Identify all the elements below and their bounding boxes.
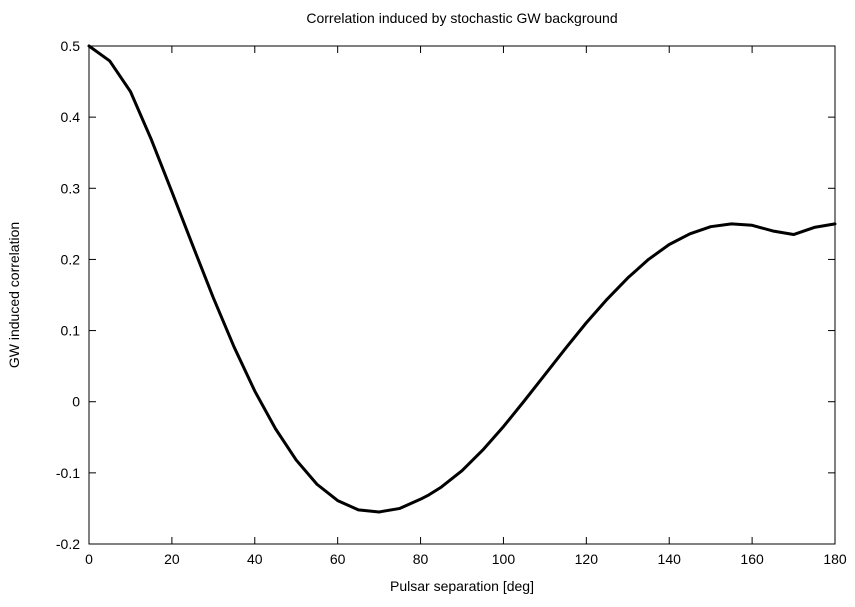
y-tick-label: 0.3: [61, 180, 81, 196]
chart-title: Correlation induced by stochastic GW bac…: [306, 10, 617, 26]
y-tick-label: 0.2: [61, 251, 81, 267]
y-tick-label: 0.1: [61, 323, 81, 339]
y-axis-title: GW induced correlation: [6, 222, 22, 368]
y-axis-ticks: 0.5 0.4 0.3 0.2 0.1 0 -0.1 -0.2: [56, 38, 835, 552]
x-tick-label: 140: [658, 551, 682, 567]
x-tick-label: 180: [823, 551, 847, 567]
x-tick-label: 0: [85, 551, 93, 567]
x-axis-title: Pulsar separation [deg]: [390, 578, 534, 594]
x-tick-label: 100: [492, 551, 516, 567]
plot-frame: [88, 45, 836, 545]
y-tick-label: -0.1: [56, 465, 80, 481]
x-axis-ticks: 0 20 40 60 80 100 120 140 160 180: [85, 46, 847, 567]
x-tick-label: 120: [575, 551, 599, 567]
y-tick-label: 0.4: [61, 109, 81, 125]
y-tick-label: 0: [72, 394, 80, 410]
x-tick-label: 160: [740, 551, 764, 567]
x-tick-label: 20: [164, 551, 180, 567]
y-tick-label: 0.5: [61, 38, 81, 54]
x-tick-label: 80: [413, 551, 429, 567]
y-tick-label: -0.2: [56, 536, 80, 552]
x-tick-label: 40: [247, 551, 263, 567]
correlation-curve: [87, 44, 837, 514]
x-tick-label: 60: [330, 551, 346, 567]
